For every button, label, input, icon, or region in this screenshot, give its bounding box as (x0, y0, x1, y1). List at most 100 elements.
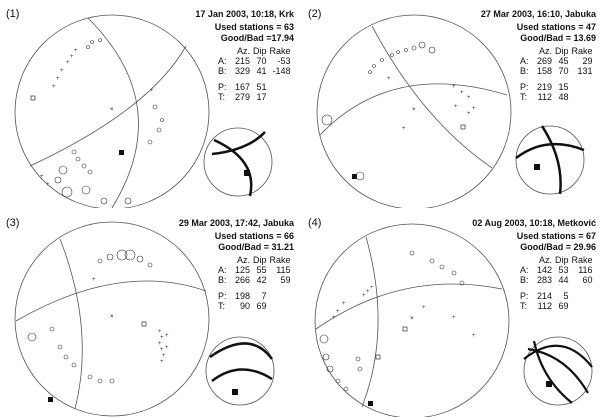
good-bad-ratio: Good/Bad =17.94 (220, 33, 294, 43)
row-label: B: (218, 66, 227, 76)
svg-text:+: + (60, 68, 64, 74)
value: 51 (256, 82, 267, 92)
nodal-plane-b (29, 45, 187, 167)
event-title: 29 Mar 2003, 17:42, Jabuka (178, 218, 294, 228)
panel-4: × + + + + + + + + + (4) 02 Aug 2003, 10:18, Me… (302, 209, 604, 417)
value: 15 (558, 82, 569, 92)
used-stations: Used stations = 67 (516, 231, 596, 241)
svg-text:+: + (46, 182, 50, 188)
header-az: Az. (539, 46, 553, 56)
nodal-plane-a (15, 280, 207, 322)
value: 167 (235, 82, 251, 92)
event-title: 17 Jan 2003, 10:18, Krk (195, 9, 294, 19)
used-stations: Used stations = 47 (516, 22, 596, 32)
stereonet-3: × +++ +++ +++ (14, 221, 275, 417)
inset-circle (515, 125, 585, 195)
panel-1: × + + + + + + + + + (1) 17 Jan 2003, 10:18, Kr… (0, 0, 302, 208)
header-dip: Dip (555, 255, 569, 265)
panel-number: (1) (6, 8, 20, 20)
used-stations: Used stations = 66 (214, 231, 294, 241)
svg-text:+: + (342, 301, 346, 307)
value: 198 (235, 291, 251, 301)
inset-solution-a (209, 342, 274, 360)
header-dip: Dip (253, 46, 267, 56)
value: 55 (256, 265, 267, 275)
row-label: T: (218, 92, 226, 102)
header-rake: Rake (571, 255, 593, 265)
value: 283 (537, 275, 553, 285)
svg-text:+: + (362, 293, 366, 299)
good-bad-ratio: Good/Bad = 31.21 (218, 242, 294, 252)
row-label: B: (218, 275, 227, 285)
inset-marker (244, 170, 250, 176)
svg-text:+: + (165, 345, 169, 351)
station-marker (375, 354, 381, 360)
row-label: P: (218, 291, 227, 301)
svg-text:+: + (160, 347, 164, 353)
panel-number: (2) (308, 8, 322, 20)
svg-text:+: + (460, 90, 464, 96)
row-label: B: (520, 66, 529, 76)
header-az: Az. (237, 255, 251, 265)
event-header: 02 Aug 2003, 10:18, Metković Used statio… (472, 218, 596, 253)
value: 112 (537, 92, 553, 102)
row-label: A: (520, 56, 529, 66)
svg-text:+: + (158, 341, 162, 347)
net-circle (316, 14, 512, 208)
stereonet-1: × +++ +++ +++ (14, 14, 273, 208)
value: 215 (235, 56, 251, 66)
event-title: 02 Aug 2003, 10:18, Metković (472, 218, 596, 228)
value: -148 (272, 66, 291, 76)
focal-parameters: Az. Dip Rake A: 142 53 116 B: 283 44 60 P: 214 5 T… (520, 255, 596, 311)
focal-parameters: Az. Dip Rake A: 269 45 29 B: 158 70 131 P: 219 15 … (520, 46, 596, 102)
svg-text:+: + (52, 84, 56, 90)
inset-solution-b (211, 131, 266, 156)
row-label: A: (520, 265, 529, 275)
svg-text:+: + (74, 48, 78, 54)
station-markers (321, 41, 436, 181)
svg-text:+: + (70, 54, 74, 60)
inset-solution-a (515, 142, 585, 159)
event-header: 27 Mar 2003, 16:10, Jabuka Used stations… (481, 9, 596, 44)
value: 116 (578, 265, 593, 275)
value: 131 (577, 66, 593, 76)
value: 70 (256, 56, 267, 66)
row-label: P: (218, 82, 227, 92)
inset-solution-a (213, 138, 253, 197)
focal-parameters: Az. Dip Rake A: 125 55 115 B: 266 42 59 P: 198 7 T… (218, 255, 294, 311)
svg-text:+: + (332, 315, 336, 321)
nodal-plane-a (87, 17, 139, 208)
row-label: T: (520, 92, 528, 102)
station-markers (319, 250, 465, 392)
inset-solution-b (527, 347, 589, 394)
value: 142 (537, 265, 553, 275)
polarity-plus: +++ +++ +++ (92, 277, 169, 365)
inset-solution-c (532, 340, 573, 404)
value: 59 (280, 275, 291, 285)
station-markers (54, 38, 164, 205)
value: 44 (558, 275, 569, 285)
net-circle (14, 221, 210, 417)
value: 41 (256, 66, 267, 76)
svg-text:+: + (92, 277, 96, 283)
panel-number: (4) (308, 217, 322, 229)
inset-circle (205, 336, 275, 406)
svg-text:+: + (452, 84, 456, 90)
stereonet-4: × +++ +++ +++ (314, 223, 593, 417)
event-header: 29 Mar 2003, 17:42, Jabuka Used stations… (179, 218, 294, 253)
value: 5 (563, 291, 569, 301)
svg-text:+: + (454, 104, 458, 110)
station-marker (368, 401, 373, 406)
header-az: Az. (237, 46, 251, 56)
svg-text:+: + (402, 126, 406, 132)
station-marker (402, 326, 408, 332)
header-az: Az. (539, 255, 553, 265)
good-bad-ratio: Good/Bad = 13.69 (520, 33, 596, 43)
value: 69 (256, 301, 267, 311)
value: 90 (240, 301, 251, 311)
polarity-plus: +++ +++ +++ (40, 48, 154, 188)
svg-text:+: + (158, 329, 162, 335)
used-stations: Used stations = 63 (214, 22, 294, 32)
row-label: P: (520, 291, 529, 301)
station-marker (141, 321, 147, 327)
